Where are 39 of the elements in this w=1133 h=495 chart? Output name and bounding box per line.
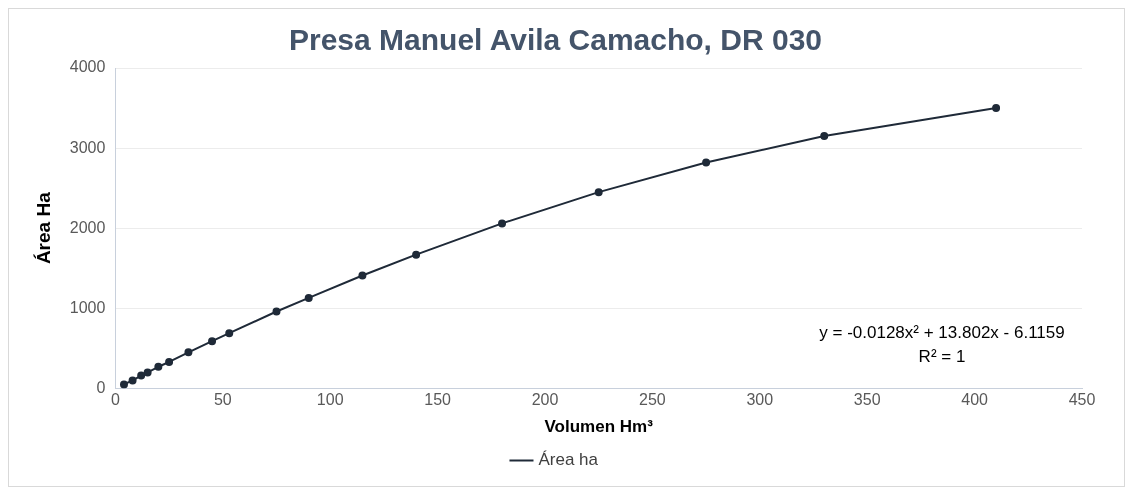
x-tick-label: 150 xyxy=(424,391,452,409)
chart-title: Presa Manuel Avila Camacho, DR 030 xyxy=(289,23,822,57)
point xyxy=(412,250,421,259)
x-tick-label: 450 xyxy=(1068,391,1096,409)
point xyxy=(992,104,1001,113)
point xyxy=(225,329,234,338)
y-tick-label: 3000 xyxy=(69,138,106,156)
point xyxy=(154,362,163,371)
y-tick-label: 1000 xyxy=(69,298,106,316)
point xyxy=(119,380,128,389)
x-tick-label: 250 xyxy=(639,391,666,409)
point xyxy=(208,337,217,346)
annotation: y = -0.0128x² + 13.802x - 6.1159 xyxy=(819,323,1065,343)
point xyxy=(820,132,829,141)
x-tick-label: 200 xyxy=(531,391,559,409)
point xyxy=(128,376,137,385)
x-axis-title: Volumen Hm³ xyxy=(544,417,654,437)
x-tick-label: 50 xyxy=(213,391,232,409)
y-tick-label: 2000 xyxy=(69,218,106,236)
x-tick-label: 100 xyxy=(316,391,344,409)
point xyxy=(702,158,711,167)
x-tick-label: 400 xyxy=(961,391,989,409)
point xyxy=(358,271,367,280)
point xyxy=(184,348,193,357)
y-tick-label: 0 xyxy=(96,378,106,396)
point xyxy=(498,219,507,228)
y-axis-title: Área Ha xyxy=(32,191,54,265)
x-tick-label: 300 xyxy=(746,391,774,409)
legend-label: Área ha xyxy=(538,450,599,470)
y-tick-label: 4000 xyxy=(69,58,106,76)
point xyxy=(594,188,603,197)
point xyxy=(272,307,281,316)
point xyxy=(143,368,152,377)
point xyxy=(165,357,174,366)
x-tick-label: 0 xyxy=(110,391,120,409)
point xyxy=(137,371,146,380)
point xyxy=(304,293,313,302)
x-tick-label: 350 xyxy=(853,391,881,409)
annotation: R² = 1 xyxy=(918,347,966,367)
